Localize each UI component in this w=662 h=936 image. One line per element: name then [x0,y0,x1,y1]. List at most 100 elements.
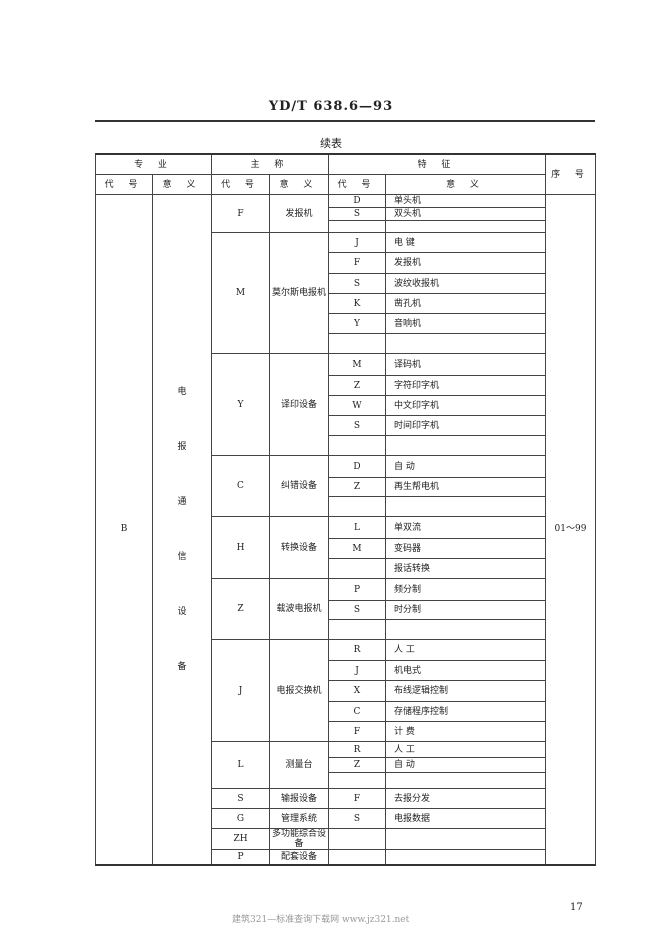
specialty-code: B [95,194,153,865]
feature-meaning: 自 动 [385,757,546,773]
specialty-meaning-char: 通 [177,496,187,507]
feature-meaning: 再生帮电机 [385,477,546,497]
serial-range: 01～99 [545,194,596,865]
main-meaning: 莫尔斯电报机 [269,232,329,354]
feature-meaning: 单头机 [385,194,546,208]
feature-meaning: 自 动 [385,455,546,478]
main-meaning: 配套设备 [269,849,329,865]
feature-meaning [385,619,546,640]
feature-meaning [385,772,546,789]
feature-code [328,619,386,640]
table-row: Z 字符印字机 [96,375,596,396]
specialty-meaning-char: 电 [177,386,187,397]
main-code: H [211,516,270,579]
feature-code: F [328,721,386,742]
feature-code: R [328,639,386,661]
feature-meaning: 双头机 [385,207,546,221]
feature-meaning: 时分制 [385,600,546,620]
feature-meaning [385,849,546,865]
feature-code [328,772,386,789]
feature-meaning [385,333,546,354]
feature-code: F [328,788,386,809]
main-code: S [211,788,270,809]
feature-code: D [328,194,386,208]
table-caption: 续表 [320,137,342,150]
feature-code [328,435,386,456]
feature-code: S [328,600,386,620]
header-code: 代 号 [95,174,153,195]
main-code: J [211,639,270,742]
main-meaning: 译印设备 [269,353,329,456]
table-row: F 发报机 [96,252,596,274]
main-meaning: 多功能综合设 备 [269,828,329,850]
feature-code: J [328,232,386,253]
table-row: Z 载波电报机 P 频分制 [96,578,596,640]
feature-meaning: 变码器 [385,538,546,559]
watermark: 建筑321—标准查询下载网 www.jz321.net [232,915,410,925]
header-specialty: 专 业 [95,153,212,175]
feature-code: Z [328,477,386,497]
table-row: K 凿孔机 [96,293,596,314]
header-meaning: 意 义 [152,174,212,195]
table-row: Y 译印设备 M 译码机 [96,353,596,456]
table-row [96,772,596,789]
feature-meaning: 电报数据 [385,808,546,829]
specialty-meaning-char: 信 [177,551,187,562]
feature-meaning: 时间印字机 [385,415,546,436]
main-code: Y [211,353,270,456]
feature-code: S [328,415,386,436]
feature-meaning: 电 键 [385,232,546,253]
feature-code: S [328,273,386,294]
header-code: 代 号 [211,174,270,195]
main-meaning: 载波电报机 [269,578,329,640]
main-meaning: 管理系统 [269,808,329,829]
feature-code: Y [328,313,386,334]
feature-code: M [328,353,386,376]
feature-meaning [385,828,546,850]
feature-code: D [328,455,386,478]
feature-code: K [328,293,386,314]
header-meaning: 意 义 [269,174,329,195]
feature-code [328,828,386,850]
specialty-meaning: 电报通信设备 [152,194,212,865]
feature-code [328,849,386,865]
feature-code: L [328,516,386,539]
feature-meaning: 布线逻辑控制 [385,680,546,702]
page-number: 17 [570,902,583,913]
main-meaning: 转换设备 [269,516,329,579]
feature-code: C [328,701,386,722]
feature-code: J [328,660,386,681]
table-row: B 电报通信设备 F 发报机 D 单头机 01～99 [95,194,596,865]
header-main-name: 主 称 [211,153,329,175]
main-code: ZH [211,828,270,850]
feature-meaning: 发报机 [385,252,546,274]
feature-code [328,220,386,233]
feature-code [328,558,386,579]
feature-meaning: 报话转换 [385,558,546,579]
main-code: P [211,849,270,865]
feature-code: P [328,578,386,601]
feature-meaning: 计 费 [385,721,546,742]
feature-meaning [385,220,546,233]
feature-code: X [328,680,386,702]
document-id: YD/T 638.6—93 [268,99,394,114]
code-table: 专 业 主 称 特 征 序 号 代 号 意 义 代 号 意 义 代 号 意 义 … [95,153,596,866]
table-row: C 纠错设备 D 自 动 [96,455,596,517]
specialty-meaning-char: 备 [177,661,187,672]
table-row: M 变码器 [96,538,596,559]
header-meaning: 意 义 [385,174,546,195]
specialty-meaning-char: 设 [177,606,187,617]
feature-code: S [328,207,386,221]
feature-meaning: 去报分发 [385,788,546,809]
feature-meaning: 凿孔机 [385,293,546,314]
feature-code [328,333,386,354]
main-meaning: 输报设备 [269,788,329,809]
main-code: Z [211,578,270,640]
feature-meaning: 字符印字机 [385,375,546,396]
feature-meaning [385,496,546,517]
header-feature: 特 征 [328,153,546,175]
feature-code: Z [328,375,386,396]
feature-meaning: 译码机 [385,353,546,376]
feature-code: M [328,538,386,559]
main-code: M [211,232,270,354]
